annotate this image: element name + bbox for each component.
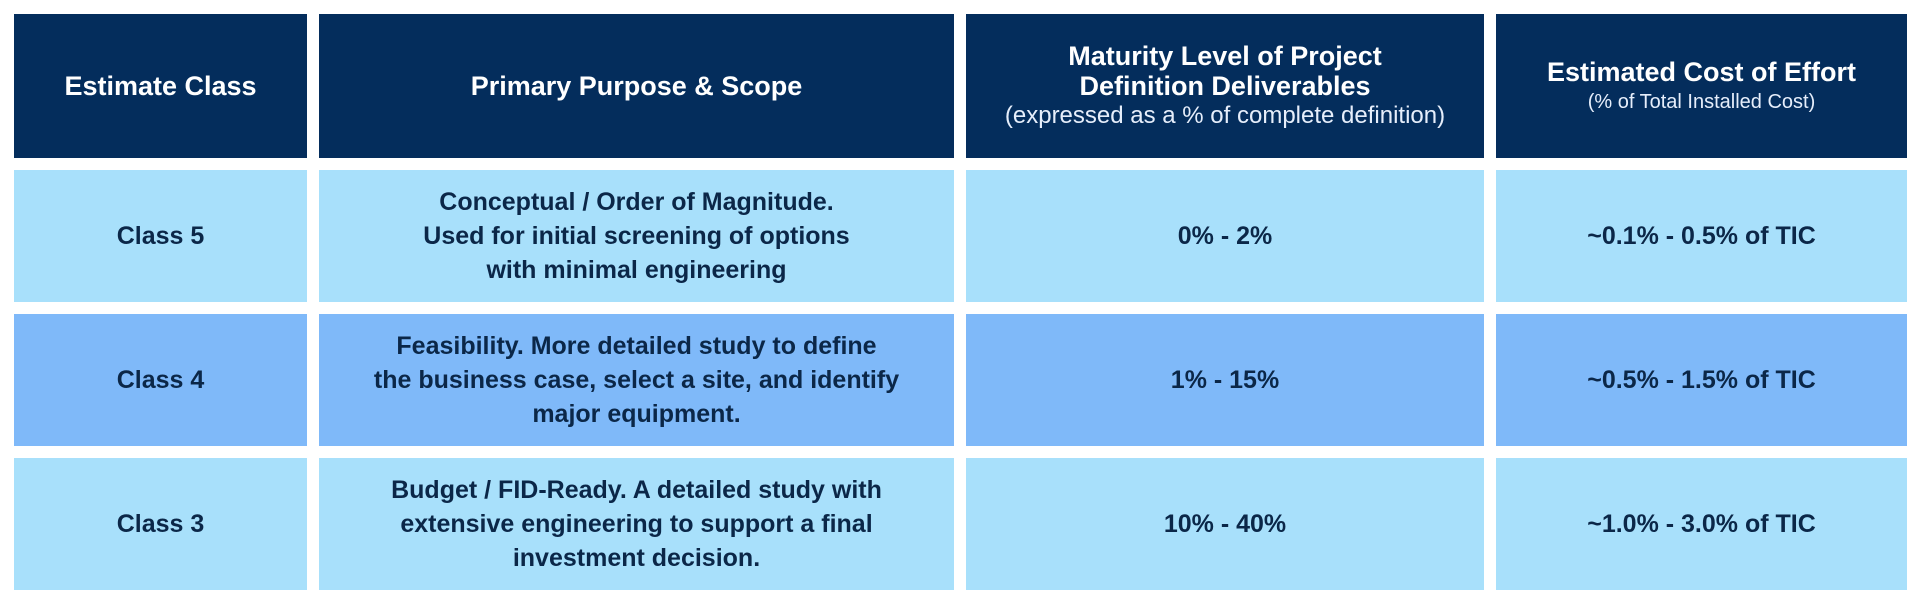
table-row-class-4-maturity: 1% - 15% (966, 314, 1484, 446)
cost-value: ~0.5% - 1.5% of TIC (1587, 366, 1816, 394)
cost-value: ~1.0% - 3.0% of TIC (1587, 510, 1816, 538)
header-maturity-level: Maturity Level of Project Definition Del… (966, 14, 1484, 158)
header-estimated-cost-subtitle: (% of Total Installed Cost) (1587, 91, 1816, 113)
purpose-line: Feasibility. More detailed study to defi… (396, 332, 877, 360)
table-row-class-3-cost: ~1.0% - 3.0% of TIC (1496, 458, 1907, 590)
header-estimated-cost: Estimated Cost of Effort (% of Total Ins… (1496, 14, 1907, 158)
table-row-class-3-maturity: 10% - 40% (966, 458, 1484, 590)
table-row-class-5-maturity: 0% - 2% (966, 170, 1484, 302)
table-row-class-4-class: Class 4 (14, 314, 307, 446)
purpose-line: the business case, select a site, and id… (373, 366, 900, 394)
cost-value: ~0.1% - 0.5% of TIC (1587, 222, 1816, 250)
estimate-class-table: Estimate Class Primary Purpose & Scope M… (14, 14, 1907, 590)
maturity-value: 10% - 40% (1163, 510, 1287, 538)
header-maturity-level-subtitle: (expressed as a % of complete definition… (1004, 102, 1446, 129)
estimate-class-value: Class 5 (116, 222, 205, 250)
header-estimate-class-label: Estimate Class (64, 71, 257, 101)
header-primary-purpose: Primary Purpose & Scope (319, 14, 954, 158)
purpose-line: extensive engineering to support a final (400, 510, 873, 538)
header-primary-purpose-label: Primary Purpose & Scope (470, 71, 803, 101)
header-maturity-level-line2: Definition Deliverables (1079, 71, 1371, 101)
header-estimate-class: Estimate Class (14, 14, 307, 158)
estimate-class-value: Class 3 (116, 510, 205, 538)
maturity-value: 1% - 15% (1170, 366, 1280, 394)
table-row-class-5-cost: ~0.1% - 0.5% of TIC (1496, 170, 1907, 302)
purpose-line: Budget / FID-Ready. A detailed study wit… (391, 476, 882, 504)
purpose-line: Used for initial screening of options (423, 222, 850, 250)
maturity-value: 0% - 2% (1177, 222, 1273, 250)
table-row-class-4-purpose: Feasibility. More detailed study to defi… (319, 314, 954, 446)
table-row-class-5-class: Class 5 (14, 170, 307, 302)
table-row-class-4-cost: ~0.5% - 1.5% of TIC (1496, 314, 1907, 446)
header-estimated-cost-label: Estimated Cost of Effort (1546, 57, 1856, 87)
purpose-line: Conceptual / Order of Magnitude. (439, 188, 834, 216)
purpose-line: major equipment. (532, 400, 741, 428)
estimate-class-value: Class 4 (116, 366, 205, 394)
header-maturity-level-line1: Maturity Level of Project (1068, 41, 1382, 71)
table-row-class-3-purpose: Budget / FID-Ready. A detailed study wit… (319, 458, 954, 590)
table-row-class-5-purpose: Conceptual / Order of Magnitude. Used fo… (319, 170, 954, 302)
purpose-line: with minimal engineering (486, 256, 787, 284)
purpose-line: investment decision. (512, 544, 761, 572)
table-row-class-3-class: Class 3 (14, 458, 307, 590)
